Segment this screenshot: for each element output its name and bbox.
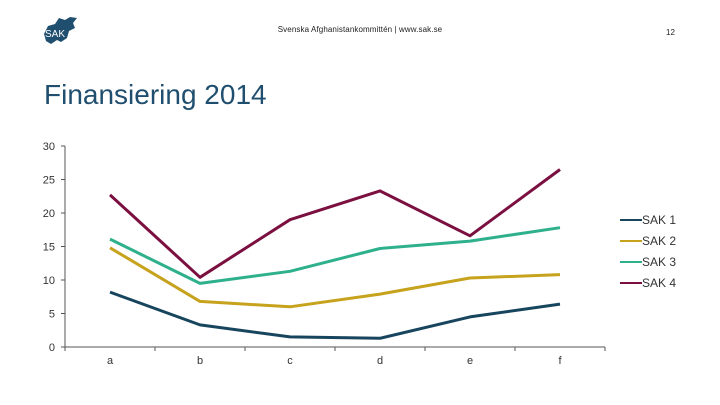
legend-label: SAK 4 xyxy=(642,276,676,290)
legend-label: SAK 1 xyxy=(642,213,676,227)
x-tick-label: a xyxy=(107,355,114,367)
legend-label: SAK 2 xyxy=(642,234,676,248)
x-tick-label: b xyxy=(197,355,203,367)
y-tick-label: 0 xyxy=(49,342,55,354)
y-tick-label: 5 xyxy=(49,309,55,321)
y-tick-label: 30 xyxy=(43,141,55,153)
y-tick-label: 20 xyxy=(43,208,55,220)
x-tick-label: f xyxy=(558,355,562,367)
series-line-sak-2 xyxy=(109,246,561,309)
series-line-sak-3 xyxy=(109,226,561,285)
page-number: 12 xyxy=(666,28,675,37)
x-tick-label: c xyxy=(287,355,293,367)
afghanistan-map-icon xyxy=(44,17,77,44)
organization-line: Svenska Afghanistankommittén | www.sak.s… xyxy=(277,25,443,34)
slide-title: Finansiering 2014 xyxy=(44,79,267,110)
y-tick-label: 25 xyxy=(43,175,55,187)
series-line-sak-1 xyxy=(109,290,561,340)
y-tick-label: 15 xyxy=(43,242,55,254)
legend-label: SAK 3 xyxy=(642,255,676,269)
y-tick-label: 10 xyxy=(43,275,55,287)
x-tick-label: e xyxy=(467,355,473,367)
logo-text: SAK xyxy=(45,29,65,40)
series-line-sak-4 xyxy=(108,168,561,279)
sak-logo: SAK xyxy=(44,17,77,44)
x-tick-label: d xyxy=(377,355,383,367)
